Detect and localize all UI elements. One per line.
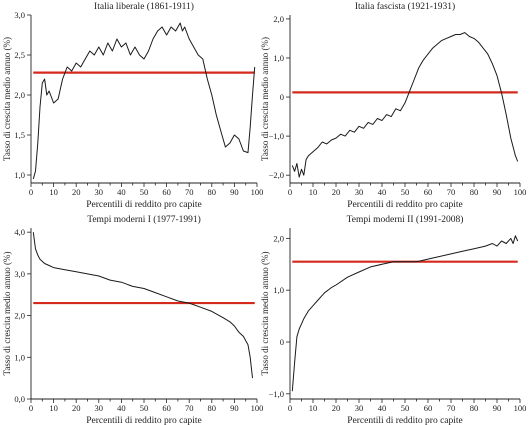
y-tick-label: 3,0 (14, 10, 25, 20)
x-tick-label: 20 (332, 187, 341, 197)
y-tick-label: 4,0 (14, 227, 25, 237)
y-tick-label: 0 (280, 92, 284, 102)
x-axis-title: Percentili di reddito pro capite (86, 200, 202, 210)
x-tick-label: 0 (288, 403, 292, 413)
panel-title: Tempi moderni II (1991-2008) (347, 214, 464, 225)
x-tick-label: 90 (230, 403, 239, 413)
x-tick-label: 40 (378, 403, 387, 413)
x-tick-label: 60 (162, 187, 171, 197)
x-tick-label: 50 (401, 403, 410, 413)
x-tick-label: 20 (72, 187, 81, 197)
x-tick-label: 30 (95, 403, 104, 413)
y-tick-label: 1,0 (14, 170, 25, 180)
x-tick-label: 20 (72, 403, 81, 413)
x-tick-label: 40 (378, 187, 387, 197)
x-tick-label: 90 (493, 187, 502, 197)
x-tick-label: 30 (355, 403, 364, 413)
x-tick-label: 10 (309, 187, 318, 197)
x-tick-label: 50 (401, 187, 410, 197)
series-line (32, 22, 256, 180)
y-tick-label: 2,5 (14, 50, 25, 60)
y-tick-label: 0 (280, 337, 284, 347)
y-tick-label: 1,0 (273, 285, 284, 295)
series-line (291, 235, 519, 392)
y-tick-label: 2,0 (14, 90, 25, 100)
x-tick-label: 70 (447, 403, 456, 413)
y-tick-label: 0,0 (14, 394, 25, 404)
x-tick-label: 80 (208, 403, 217, 413)
x-tick-label: 0 (29, 403, 33, 413)
x-tick-label: 60 (424, 403, 433, 413)
y-axis-title: Tasso di crescita medio annuo (%) (260, 37, 270, 161)
y-axis-title: Tasso di crescita medio annuo (%) (2, 251, 12, 375)
y-tick-label: 1,0 (14, 352, 25, 362)
x-tick-label: 100 (251, 187, 264, 197)
series-line (32, 232, 253, 379)
x-tick-label: 50 (140, 187, 149, 197)
chart-panel-4: 0 10 20 30 40 50 60 70 80 90 100 −1,0 0 1,0 2,0 Tempi m… (260, 214, 526, 425)
x-tick-label: 60 (162, 403, 171, 413)
y-tick-label: −1,0 (269, 131, 284, 141)
x-axis-title: Percentili di reddito pro capite (86, 416, 202, 425)
x-tick-label: 10 (309, 403, 318, 413)
x-tick-label: 10 (49, 403, 58, 413)
y-tick-label: 1,0 (273, 53, 284, 63)
chart-panel-2: 0 10 20 30 40 50 60 70 80 90 100 −2,0 −1,0 0 1,0 2,0 Ita… (260, 1, 526, 210)
y-tick-label: 3,0 (14, 269, 25, 279)
chart-panel-3: 0 10 20 30 40 50 60 70 80 90 100 0,0 1,0 2,0 3,0 4,0 Tem… (2, 214, 263, 425)
x-tick-label: 100 (514, 403, 527, 413)
y-axis-title: Tasso di crescita medio annuo (%) (260, 251, 270, 375)
x-axis-title: Percentili di reddito pro capite (347, 200, 463, 210)
x-tick-label: 90 (230, 187, 239, 197)
x-tick-label: 80 (470, 403, 479, 413)
x-tick-label: 50 (140, 403, 149, 413)
x-tick-label: 0 (29, 187, 33, 197)
x-tick-label: 100 (514, 187, 527, 197)
x-tick-label: 40 (117, 187, 126, 197)
x-tick-label: 20 (332, 403, 341, 413)
x-tick-label: 70 (447, 187, 456, 197)
y-tick-label: 1,5 (14, 130, 25, 140)
y-tick-label: 2,0 (273, 14, 284, 24)
x-tick-label: 80 (208, 187, 217, 197)
x-tick-label: 40 (117, 403, 126, 413)
x-tick-label: 80 (470, 187, 479, 197)
x-tick-label: 90 (493, 403, 502, 413)
x-tick-label: 10 (49, 187, 58, 197)
x-tick-label: 30 (95, 187, 104, 197)
panel-title: Tempi moderni I (1977-1991) (87, 214, 201, 225)
panel-title: Italia liberale (1861-1911) (94, 1, 194, 12)
x-tick-label: 0 (288, 187, 292, 197)
x-tick-label: 30 (355, 187, 364, 197)
y-tick-label: −2,0 (269, 170, 284, 180)
y-axis-title: Tasso di crescita medio annuo (%) (2, 37, 12, 161)
x-tick-label: 100 (251, 403, 264, 413)
y-tick-label: 2,0 (14, 311, 25, 321)
y-tick-label: −1,0 (269, 389, 284, 399)
panel-title: Italia fascista (1921-1931) (355, 1, 455, 12)
x-axis-title: Percentili di reddito pro capite (347, 416, 463, 425)
x-tick-label: 60 (424, 187, 433, 197)
chart-panel-1: 0 10 20 30 40 50 60 70 80 90 100 1,0 1,5 2,0 2,5 3,0 Ita… (2, 1, 263, 210)
x-tick-label: 70 (185, 187, 194, 197)
y-tick-label: 2,0 (273, 233, 284, 243)
series-line (291, 32, 519, 178)
x-tick-label: 70 (185, 403, 194, 413)
